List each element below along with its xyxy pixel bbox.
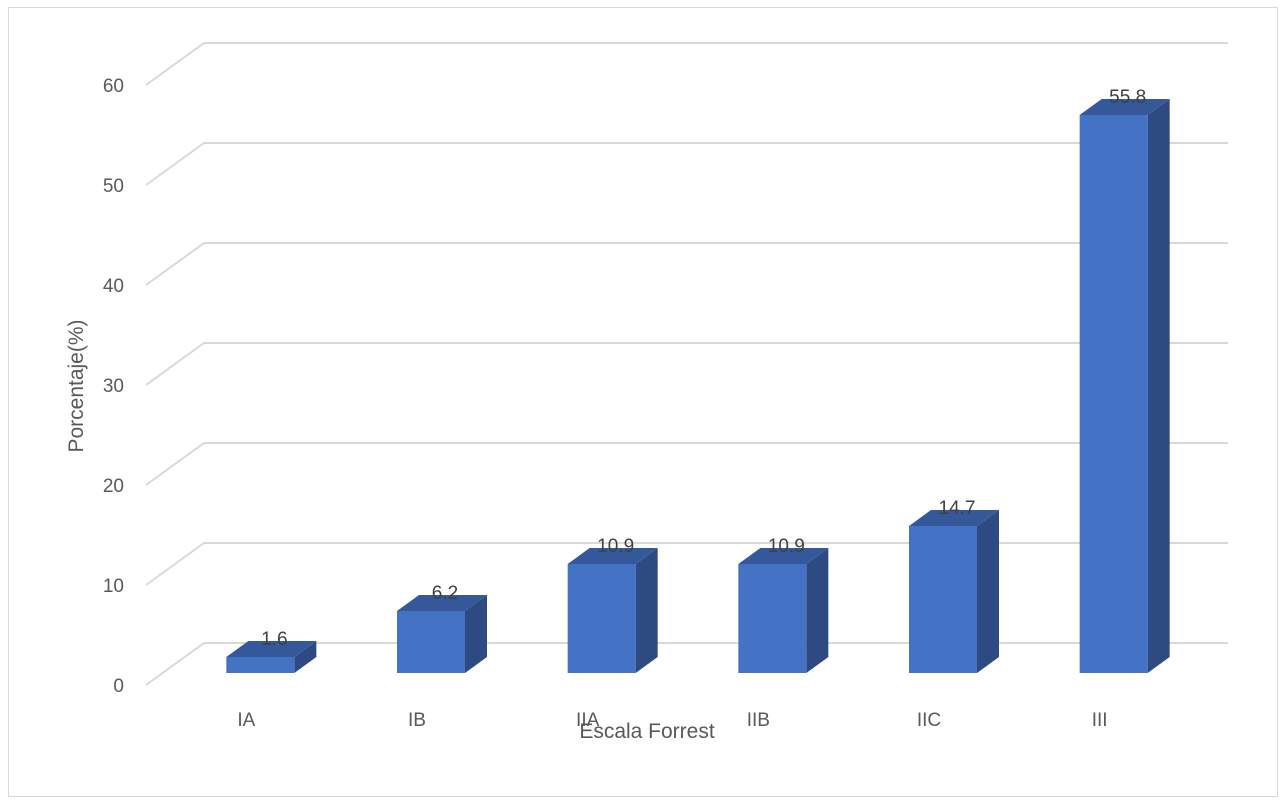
gridline-60 — [145, 42, 1228, 86]
x-tick-label: IA — [237, 710, 255, 731]
bar-top — [397, 595, 487, 611]
gridline-30 — [145, 342, 1228, 386]
bar-side — [1147, 99, 1170, 673]
bar-top — [567, 548, 658, 564]
bar-IIA — [567, 548, 658, 673]
bar-top — [226, 641, 317, 657]
bar-top — [738, 548, 829, 564]
bars — [226, 99, 1170, 673]
data-label: 1.6 — [261, 629, 287, 650]
y-tick-label: 30 — [103, 376, 124, 397]
bar-side — [635, 548, 658, 673]
x-tick-label: IIA — [576, 710, 600, 731]
x-tick-label: IB — [408, 710, 426, 731]
gridline-20 — [145, 442, 1228, 486]
y-tick-label: 10 — [103, 576, 124, 597]
bar-front — [738, 564, 807, 673]
bar-IIB — [738, 548, 829, 673]
bar-side — [294, 641, 317, 673]
y-tick-label: 60 — [103, 76, 124, 97]
bar-front — [1079, 115, 1148, 673]
y-tick-label: 40 — [103, 276, 124, 297]
bar-top — [909, 510, 999, 526]
x-tick-label: IIB — [747, 710, 770, 731]
gridline-0 — [145, 642, 1228, 686]
gridline-50 — [145, 142, 1228, 186]
x-axis-title: Escala Forrest — [579, 720, 715, 743]
y-tick-label: 0 — [113, 676, 124, 697]
x-axis-ticks: IA IB IIA IIB IIC III — [237, 710, 1107, 731]
data-label: 10.9 — [768, 536, 805, 557]
bar-IA — [226, 641, 317, 673]
bar-front — [567, 564, 636, 673]
y-tick-label: 20 — [103, 476, 124, 497]
gridlines — [145, 42, 1228, 686]
bar-side — [977, 510, 999, 673]
gridline-10 — [145, 542, 1228, 586]
y-axis-ticks: 0 10 20 30 40 50 60 — [103, 76, 124, 697]
data-label: 14.7 — [939, 498, 976, 519]
bar-top — [1079, 99, 1170, 115]
bar-side — [465, 595, 487, 673]
data-label: 6.2 — [432, 583, 458, 604]
bar-front — [226, 657, 295, 673]
bar-front — [397, 611, 465, 673]
gridline-40 — [145, 242, 1228, 286]
bar-front — [909, 526, 977, 673]
y-tick-label: 50 — [103, 176, 124, 197]
x-tick-label: III — [1092, 710, 1108, 731]
bar-III — [1079, 99, 1170, 673]
x-tick-label: IIC — [917, 710, 941, 731]
y-axis-title: Porcentaje(%) — [65, 319, 88, 452]
data-label: 55.8 — [1109, 87, 1146, 108]
data-labels: 1.6 6.2 10.9 10.9 14.7 55.8 — [261, 87, 1146, 650]
bar-IB — [397, 595, 487, 673]
data-label: 10.9 — [597, 536, 634, 557]
bar-IIC — [909, 510, 999, 673]
bar-side — [806, 548, 829, 673]
